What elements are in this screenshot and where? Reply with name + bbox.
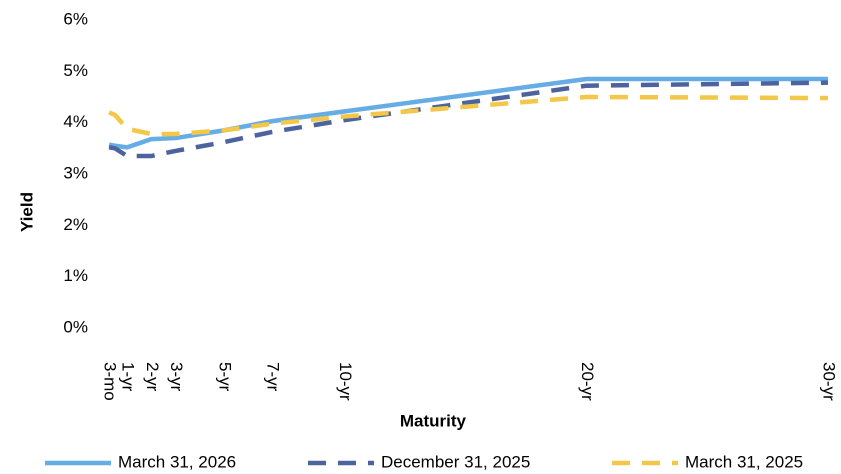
y-tick-label: 0% — [63, 317, 88, 336]
legend-label: March 31, 2025 — [685, 452, 803, 471]
series-line — [108, 76, 828, 150]
y-tick-label: 1% — [63, 266, 88, 285]
x-tick-label: 1-yr — [119, 362, 138, 392]
x-tick-label: 7-yr — [264, 362, 283, 392]
x-tick-label: 20-yr — [578, 362, 597, 401]
x-tick-label: 30-yr — [820, 362, 839, 401]
series-line — [108, 80, 829, 159]
y-tick-label: 3% — [63, 163, 88, 182]
y-tick-label: 4% — [63, 112, 88, 131]
y-tick-label: 5% — [63, 61, 88, 80]
y-tick-label: 2% — [63, 215, 88, 234]
legend-label: December 31, 2025 — [381, 452, 530, 471]
legend-label: March 31, 2026 — [118, 452, 236, 471]
x-axis-label: Maturity — [400, 411, 467, 430]
x-tick-label: 2-yr — [143, 362, 162, 392]
x-tick-label: 10-yr — [336, 362, 355, 401]
x-tick-label: 3-yr — [167, 362, 186, 392]
y-axis-label: Yield — [17, 192, 36, 232]
x-tick-label: 3-mo — [101, 362, 120, 401]
series-line — [108, 94, 829, 137]
x-tick-label: 5-yr — [215, 362, 234, 392]
y-tick-label: 6% — [63, 9, 88, 28]
